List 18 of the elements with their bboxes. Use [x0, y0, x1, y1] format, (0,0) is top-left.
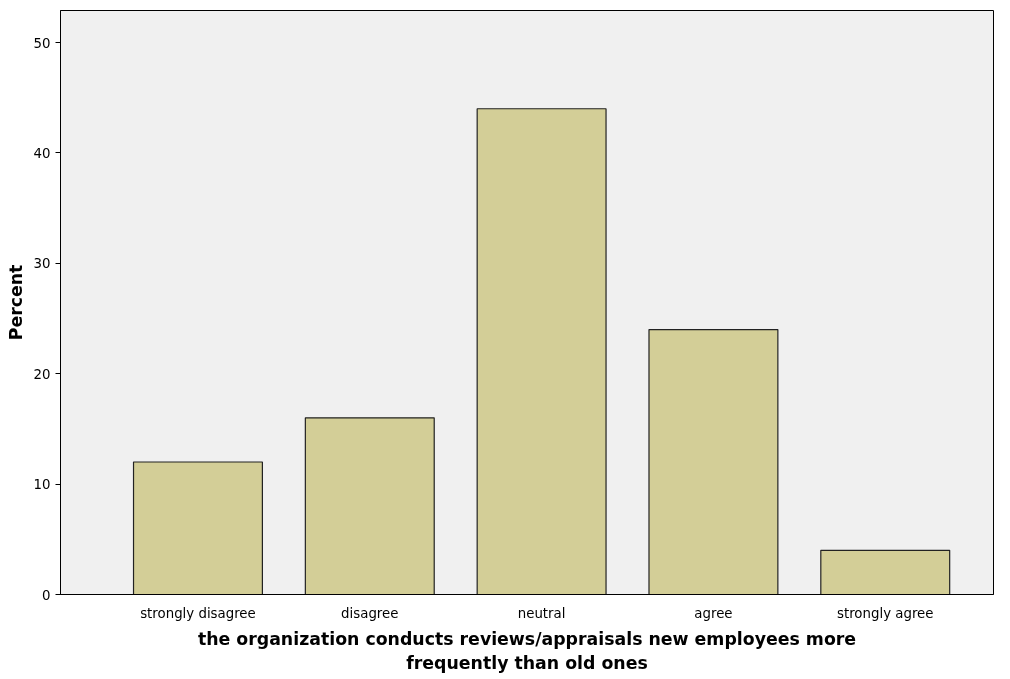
bar — [648, 328, 779, 595]
y-tick-label: 0 — [42, 587, 51, 603]
y-tick-label: 40 — [33, 145, 51, 161]
bar — [476, 108, 607, 595]
x-tick-label: strongly disagree — [140, 605, 256, 621]
y-tick-label: 10 — [33, 477, 51, 493]
y-axis-title: Percent — [5, 264, 26, 341]
y-tick-label: 20 — [33, 366, 51, 382]
x-tick-label: agree — [694, 605, 733, 621]
bar — [304, 417, 435, 595]
x-axis-title: the organization conducts reviews/appraisals new employees more frequently than old ones — [197, 628, 857, 673]
bar — [132, 461, 263, 595]
x-tick-label: neutral — [517, 605, 566, 621]
y-tick-label: 50 — [33, 35, 51, 51]
x-tick-label: disagree — [341, 605, 399, 621]
x-tick-label: strongly agree — [837, 605, 934, 621]
y-tick-label: 30 — [33, 256, 51, 272]
bar — [820, 549, 951, 595]
